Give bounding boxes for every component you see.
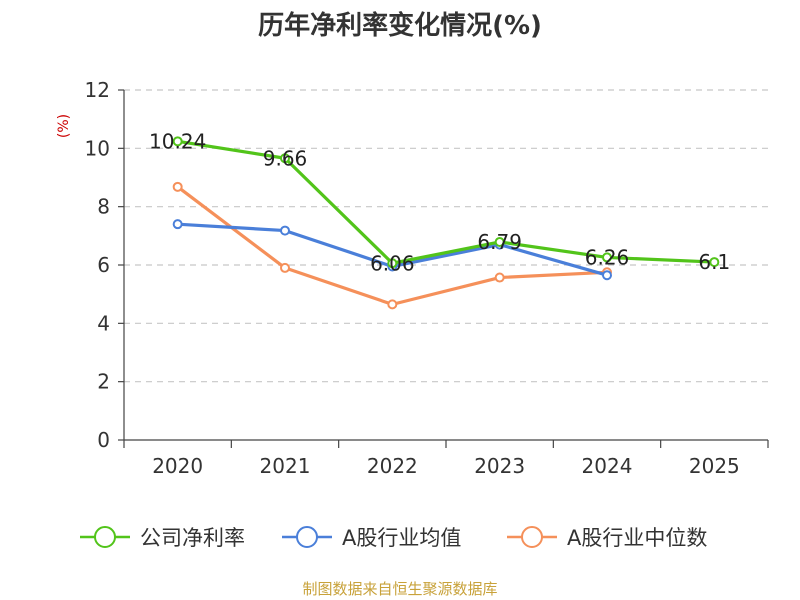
legend-label: A股行业中位数 (567, 526, 707, 550)
data-point-2-0[interactable] (172, 181, 183, 192)
x-tick-label: 2020 (152, 454, 203, 478)
y-axis-label: (%) (56, 114, 72, 138)
data-point-0-2[interactable] (387, 258, 398, 269)
legend-marker (94, 526, 116, 548)
series-layer (172, 136, 720, 310)
y-tick-label: 6 (97, 253, 110, 277)
legend-label: 公司净利率 (140, 526, 245, 550)
y-tick-label: 0 (97, 428, 110, 452)
data-label: 6.06 (370, 251, 415, 275)
y-tick-label: 4 (97, 311, 110, 335)
data-point-1-1[interactable] (280, 225, 290, 236)
data-point-2-3[interactable] (494, 272, 505, 283)
data-point-0-4[interactable] (602, 252, 612, 263)
data-label: 6.26 (585, 245, 630, 269)
data-point-1-0[interactable] (172, 219, 183, 230)
legend[interactable]: 公司净利率 A股行业均值 A股行业中位数 (80, 526, 707, 550)
y-tick-label: 12 (85, 78, 110, 102)
series-line-2 (176, 185, 609, 306)
data-labels: 10.24 9.66 6.06 6.79 6.26 6.1 (149, 129, 730, 275)
legend-item-0[interactable]: 公司净利率 (80, 526, 245, 550)
y-tick-label: 2 (97, 370, 110, 394)
legend-label: A股行业均值 (342, 526, 461, 550)
data-point-0-0[interactable] (172, 136, 183, 147)
legend-item-2[interactable]: A股行业中位数 (507, 526, 707, 550)
data-point-1-4[interactable] (602, 270, 612, 281)
y-tick-label: 10 (85, 136, 110, 160)
data-point-2-1[interactable] (280, 262, 290, 273)
x-tick-label: 2023 (474, 454, 525, 478)
data-point-0-1[interactable] (280, 153, 290, 164)
x-tick-label: 2025 (689, 454, 740, 478)
y-tick-label: 8 (97, 195, 110, 219)
data-point-0-5[interactable] (709, 257, 720, 268)
x-tick-label: 2022 (367, 454, 418, 478)
axes (118, 89, 769, 448)
legend-item-1[interactable]: A股行业均值 (282, 526, 461, 550)
data-label: 9.66 (263, 146, 308, 170)
x-tick-label: 2021 (260, 454, 311, 478)
data-point-2-2[interactable] (387, 299, 398, 310)
x-tick-label: 2024 (582, 454, 633, 478)
legend-marker (521, 526, 543, 548)
legend-marker (296, 526, 318, 548)
source-note: 制图数据来自恒生聚源数据库 (302, 580, 497, 598)
series-line-0 (176, 139, 716, 265)
gridlines (124, 89, 768, 383)
chart-title: 历年净利率变化情况(%) (258, 10, 542, 41)
data-point-0-3[interactable] (494, 236, 505, 247)
data-label: 6.1 (698, 250, 730, 274)
tick-labels: 0 2 4 6 8 10 12 2020 2021 2022 2023 2024 2025 (85, 78, 740, 478)
data-label: 10.24 (149, 129, 206, 153)
data-label: 6.79 (477, 230, 522, 254)
